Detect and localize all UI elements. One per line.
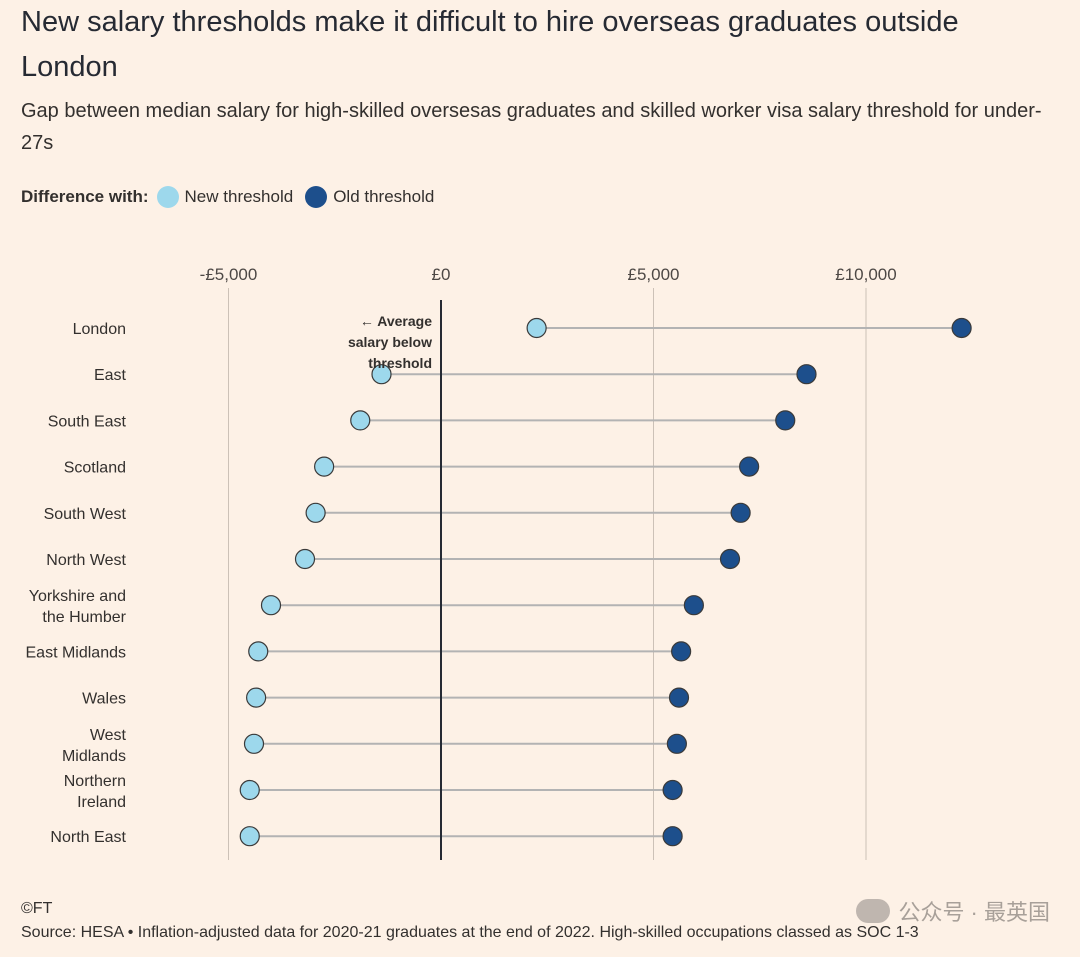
category-label-line: the Humber bbox=[42, 609, 126, 626]
old-threshold-point bbox=[739, 456, 760, 477]
old-threshold-point bbox=[719, 548, 741, 570]
dumbbell-chart: -£5,000 £0 £5,000 £10,000 London East South Ea… bbox=[26, 265, 972, 860]
source-note: Source: HESA • Inflation-adjusted data f… bbox=[21, 924, 919, 941]
old-threshold-point bbox=[668, 687, 690, 708]
annotation-line: threshold bbox=[368, 355, 432, 371]
new-threshold-point bbox=[260, 595, 282, 616]
annotation-text: ← Average salary below threshold bbox=[348, 313, 432, 371]
old-threshold-point bbox=[671, 641, 692, 662]
x-tick-label: £0 bbox=[432, 265, 451, 284]
old-threshold-point bbox=[666, 733, 687, 754]
x-tick-label: £5,000 bbox=[628, 265, 680, 284]
new-threshold-point bbox=[350, 410, 371, 431]
category-label: East bbox=[94, 367, 127, 384]
category-label-line: Ireland bbox=[77, 794, 126, 811]
legend-swatch-old bbox=[305, 186, 328, 208]
category-label: Northern Ireland bbox=[64, 773, 126, 811]
category-label: Scotland bbox=[64, 460, 126, 477]
category-label: West Midlands bbox=[62, 727, 127, 765]
watermark-text: 公众号 · 最英国 bbox=[898, 900, 1050, 925]
category-label-line: Midlands bbox=[62, 748, 126, 765]
category-label: South East bbox=[48, 413, 127, 430]
category-label: North West bbox=[46, 552, 126, 569]
new-threshold-point bbox=[239, 779, 260, 801]
old-threshold-point bbox=[775, 410, 796, 431]
new-threshold-point bbox=[314, 456, 335, 477]
footer: ©FT Source: HESA • Inflation-adjusted da… bbox=[21, 897, 1071, 945]
category-label: Yorkshire and the Humber bbox=[29, 588, 127, 626]
copyright: ©FT bbox=[21, 900, 53, 917]
legend-item-old: Old threshold bbox=[305, 186, 434, 208]
x-tick-label: £10,000 bbox=[835, 265, 896, 284]
old-threshold-point bbox=[662, 826, 683, 847]
category-label: Wales bbox=[82, 691, 126, 708]
chart-subtitle: Gap between median salary for high-skill… bbox=[21, 100, 1042, 154]
category-label-line: West bbox=[90, 727, 127, 744]
category-label: South West bbox=[44, 506, 127, 523]
watermark: 公众号 · 最英国 bbox=[856, 895, 1050, 927]
new-threshold-point bbox=[526, 317, 547, 339]
old-threshold-point bbox=[683, 595, 704, 616]
legend-item-new: New threshold bbox=[156, 186, 294, 208]
category-label-line: Yorkshire and bbox=[29, 588, 126, 605]
old-threshold-point bbox=[796, 364, 817, 385]
category-label: East Midlands bbox=[26, 644, 127, 661]
new-threshold-point bbox=[248, 641, 269, 662]
new-threshold-point bbox=[246, 687, 267, 708]
category-label-line: Northern bbox=[64, 773, 126, 790]
chart-title: New salary thresholds make it difficult … bbox=[21, 6, 959, 83]
annotation-line: ← Average bbox=[360, 313, 432, 329]
new-threshold-point bbox=[294, 548, 316, 570]
new-threshold-point bbox=[243, 733, 265, 754]
category-label: North East bbox=[50, 829, 126, 846]
legend-lead: Difference with: bbox=[21, 187, 149, 206]
legend: Difference with: New threshold Old thres… bbox=[21, 183, 446, 211]
legend-label-new: New threshold bbox=[184, 187, 294, 206]
legend-label-old: Old threshold bbox=[333, 187, 435, 206]
new-threshold-point bbox=[239, 826, 260, 847]
legend-swatch-new bbox=[156, 186, 179, 208]
new-threshold-point bbox=[305, 502, 326, 523]
old-threshold-point bbox=[662, 779, 683, 801]
old-threshold-point bbox=[730, 502, 751, 523]
new-threshold-point bbox=[371, 364, 392, 385]
wechat-icon bbox=[856, 899, 891, 923]
old-threshold-point bbox=[951, 317, 972, 339]
category-label: London bbox=[73, 321, 126, 338]
x-tick-label: -£5,000 bbox=[200, 265, 258, 284]
annotation-line: salary below bbox=[348, 334, 432, 350]
